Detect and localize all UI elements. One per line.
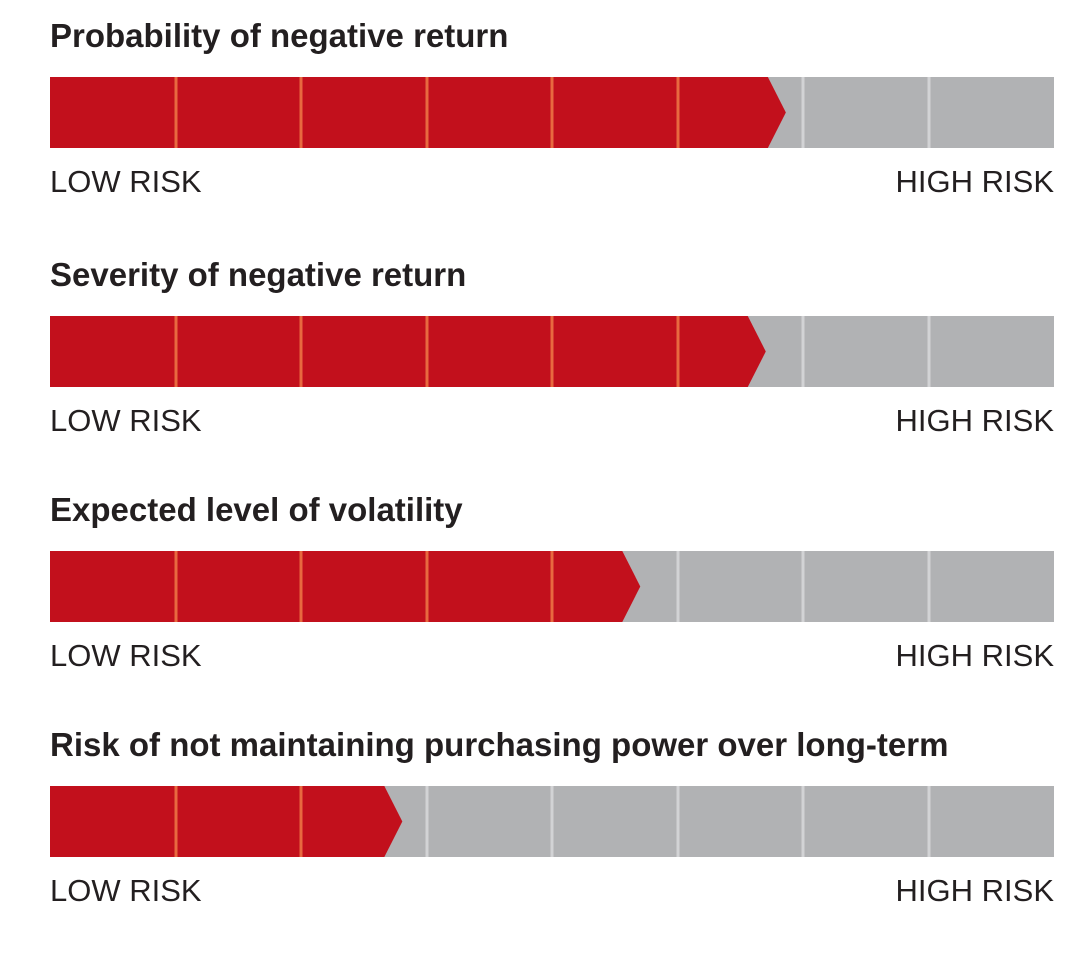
- filled-segment-divider: [174, 551, 178, 622]
- scale-title: Risk of not maintaining purchasing power…: [50, 726, 949, 763]
- filled-segment-divider: [299, 786, 303, 857]
- segment-divider: [927, 786, 931, 857]
- risk-bar-graphic: [50, 316, 1054, 387]
- risk-bar: [50, 77, 1054, 148]
- risk-bar: [50, 316, 1054, 387]
- low-risk-label: LOW RISK: [50, 403, 202, 438]
- segment-divider: [927, 551, 931, 622]
- segment-divider: [801, 77, 805, 148]
- filled-segment-divider: [550, 551, 554, 622]
- segment-divider: [676, 786, 680, 857]
- risk-level-fill: [50, 316, 766, 387]
- scale-title: Expected level of volatility: [50, 491, 463, 528]
- filled-segment-divider: [174, 316, 178, 387]
- scale-title: Severity of negative return: [50, 256, 467, 293]
- filled-segment-divider: [174, 77, 178, 148]
- risk-level-fill: [50, 551, 641, 622]
- segment-divider: [676, 551, 680, 622]
- filled-segment-divider: [425, 77, 429, 148]
- segment-divider: [801, 316, 805, 387]
- segment-divider: [927, 316, 931, 387]
- filled-segment-divider: [299, 316, 303, 387]
- filled-segment-divider: [550, 316, 554, 387]
- risk-bar-graphic: [50, 77, 1054, 148]
- segment-divider: [801, 551, 805, 622]
- risk-bar-graphic: [50, 551, 1054, 622]
- high-risk-label: HIGH RISK: [895, 403, 1054, 438]
- high-risk-label: HIGH RISK: [895, 638, 1054, 673]
- segment-divider: [425, 786, 429, 857]
- high-risk-label: HIGH RISK: [895, 873, 1054, 908]
- filled-segment-divider: [550, 77, 554, 148]
- risk-bar-graphic: [50, 786, 1054, 857]
- segment-divider: [550, 786, 554, 857]
- low-risk-label: LOW RISK: [50, 873, 202, 908]
- risk-level-fill: [50, 786, 403, 857]
- filled-segment-divider: [174, 786, 178, 857]
- risk-level-fill: [50, 77, 786, 148]
- filled-segment-divider: [299, 77, 303, 148]
- filled-segment-divider: [425, 316, 429, 387]
- low-risk-label: LOW RISK: [50, 164, 202, 199]
- low-risk-label: LOW RISK: [50, 638, 202, 673]
- risk-bar: [50, 786, 1054, 857]
- segment-divider: [927, 77, 931, 148]
- risk-bar: [50, 551, 1054, 622]
- high-risk-label: HIGH RISK: [895, 164, 1054, 199]
- filled-segment-divider: [676, 77, 680, 148]
- filled-segment-divider: [676, 316, 680, 387]
- filled-segment-divider: [425, 551, 429, 622]
- segment-divider: [801, 786, 805, 857]
- filled-segment-divider: [299, 551, 303, 622]
- scale-title: Probability of negative return: [50, 17, 509, 54]
